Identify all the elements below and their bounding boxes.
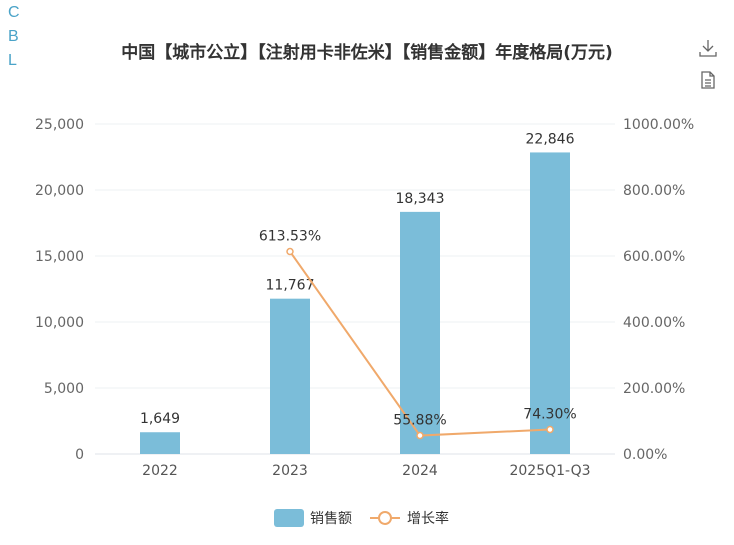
chart-title: 中国【城市公立】【注射用卡非佐米】【销售金额】年度格局(万元) — [121, 43, 613, 63]
bar-data-label: 18,343 — [396, 191, 445, 207]
bar-data-label: 1,649 — [140, 411, 180, 427]
growth-rate-point — [416, 431, 424, 440]
bar-2025Q1-Q3 — [530, 152, 570, 454]
y-right-tick-label: 800.00% — [623, 183, 685, 199]
download-icon[interactable] — [698, 38, 718, 58]
x-tick-label: 2022 — [142, 463, 178, 479]
y-left-tick-label: 10,000 — [35, 315, 84, 331]
legend-line-label: 增长率 — [407, 510, 449, 527]
bar-data-label: 22,846 — [526, 131, 575, 147]
legend-bar-label: 销售额 — [310, 511, 352, 527]
line-data-label: 613.53% — [259, 229, 321, 245]
y-left-tick-label: 20,000 — [35, 183, 84, 199]
y-right-tick-label: 200.00% — [623, 381, 685, 397]
legend-bar-swatch — [274, 509, 304, 527]
bar-2023 — [270, 298, 310, 454]
line-data-label: 55.88% — [393, 413, 446, 429]
x-tick-label: 2023 — [272, 463, 308, 479]
growth-rate-point — [286, 247, 294, 256]
y-right-tick-label: 0.00% — [623, 447, 667, 463]
line-data-label: 74.30% — [523, 406, 576, 422]
x-tick-label: 2025Q1-Q3 — [509, 463, 590, 479]
bar-2022 — [140, 432, 180, 454]
y-left-tick-label: 0 — [75, 447, 84, 463]
logo-letter-l: L — [8, 52, 17, 69]
data-view-icon[interactable] — [698, 70, 718, 90]
y-left-tick-label: 15,000 — [35, 249, 84, 265]
logo-letter-c: C — [8, 4, 20, 21]
x-tick-label: 2024 — [402, 463, 438, 479]
bar-2024 — [400, 211, 440, 454]
y-left-tick-label: 5,000 — [44, 381, 84, 397]
y-right-tick-label: 600.00% — [623, 249, 685, 265]
y-right-tick-label: 400.00% — [623, 315, 685, 331]
logo-letter-b: B — [8, 28, 19, 45]
y-left-tick-label: 25,000 — [35, 117, 84, 133]
legend-line-marker — [378, 511, 392, 525]
bar-data-label: 11,767 — [266, 278, 315, 294]
y-right-tick-label: 1000.00% — [623, 117, 694, 133]
growth-rate-point — [546, 425, 554, 434]
